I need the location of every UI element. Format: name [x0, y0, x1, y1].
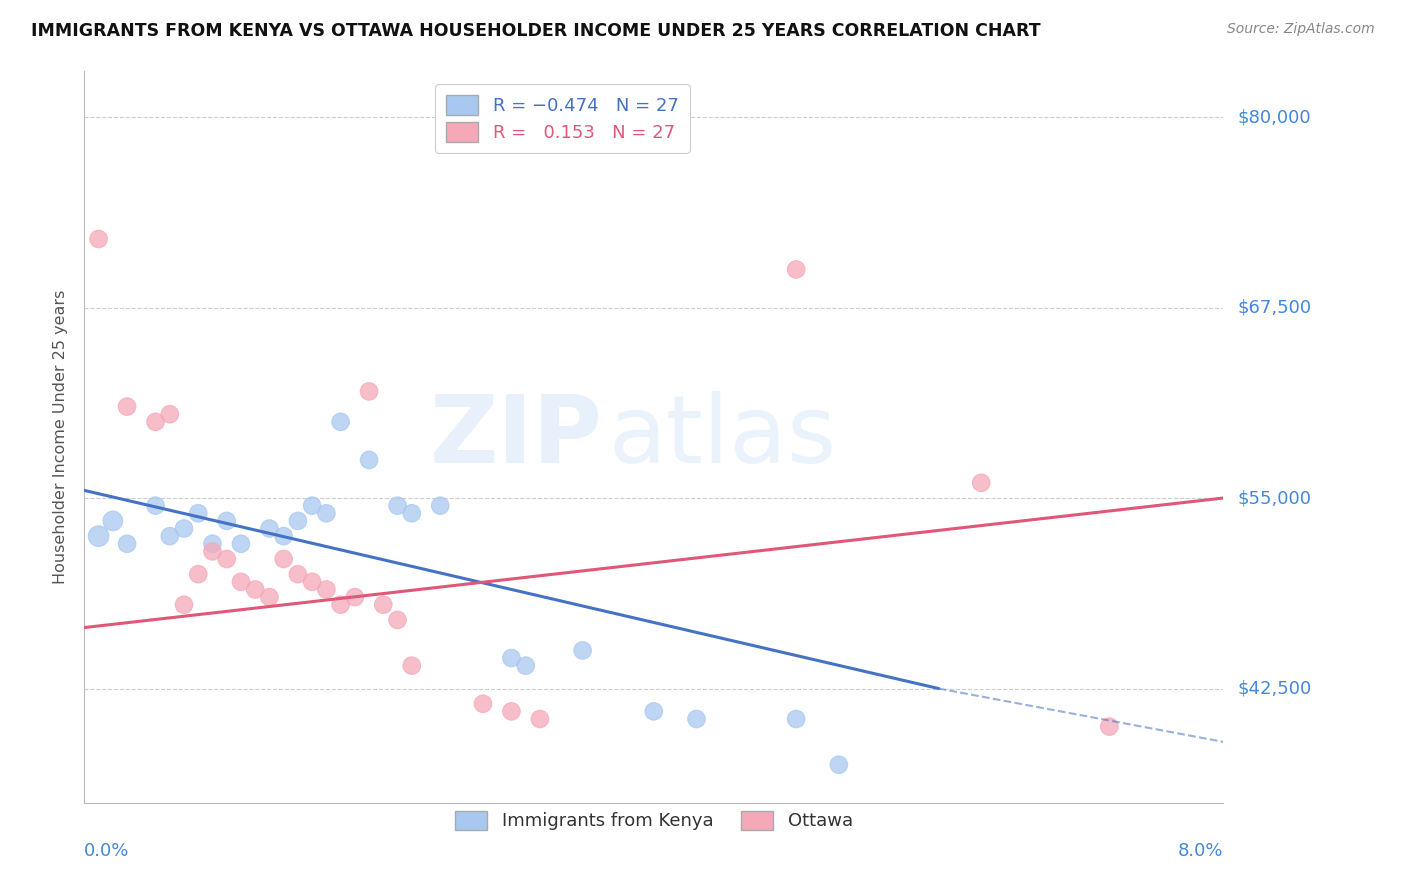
Point: [401, 658, 423, 673]
Point: [387, 613, 409, 627]
Point: [359, 453, 381, 467]
Point: [828, 757, 851, 772]
Legend: Immigrants from Kenya, Ottawa: Immigrants from Kenya, Ottawa: [444, 800, 863, 841]
Point: [315, 506, 337, 520]
Point: [329, 415, 352, 429]
Point: [287, 514, 309, 528]
Point: [315, 582, 337, 597]
Point: [229, 574, 252, 589]
Text: 0.0%: 0.0%: [84, 842, 129, 860]
Point: [287, 567, 309, 582]
Point: [387, 499, 409, 513]
Point: [87, 232, 110, 246]
Text: ZIP: ZIP: [430, 391, 603, 483]
Point: [201, 544, 224, 558]
Point: [187, 506, 209, 520]
Point: [245, 582, 267, 597]
Point: [259, 590, 281, 604]
Text: 8.0%: 8.0%: [1178, 842, 1223, 860]
Text: $55,000: $55,000: [1237, 489, 1312, 507]
Point: [515, 658, 537, 673]
Text: $80,000: $80,000: [1237, 108, 1310, 126]
Point: [259, 521, 281, 535]
Point: [215, 552, 238, 566]
Point: [785, 262, 807, 277]
Point: [87, 529, 110, 543]
Point: [373, 598, 395, 612]
Point: [1098, 720, 1121, 734]
Point: [273, 529, 295, 543]
Point: [229, 537, 252, 551]
Point: [159, 407, 181, 421]
Point: [159, 529, 181, 543]
Point: [970, 475, 993, 490]
Point: [201, 537, 224, 551]
Y-axis label: Householder Income Under 25 years: Householder Income Under 25 years: [53, 290, 69, 584]
Point: [145, 499, 167, 513]
Text: $67,500: $67,500: [1237, 299, 1312, 317]
Point: [429, 499, 451, 513]
Point: [187, 567, 209, 582]
Text: IMMIGRANTS FROM KENYA VS OTTAWA HOUSEHOLDER INCOME UNDER 25 YEARS CORRELATION CH: IMMIGRANTS FROM KENYA VS OTTAWA HOUSEHOL…: [31, 22, 1040, 40]
Point: [343, 590, 366, 604]
Point: [401, 506, 423, 520]
Point: [685, 712, 707, 726]
Point: [145, 415, 167, 429]
Point: [173, 598, 195, 612]
Point: [501, 704, 523, 718]
Text: Source: ZipAtlas.com: Source: ZipAtlas.com: [1227, 22, 1375, 37]
Point: [301, 574, 323, 589]
Point: [501, 651, 523, 665]
Point: [571, 643, 593, 657]
Point: [472, 697, 495, 711]
Point: [301, 499, 323, 513]
Point: [643, 704, 665, 718]
Point: [529, 712, 551, 726]
Point: [273, 552, 295, 566]
Point: [215, 514, 238, 528]
Text: $42,500: $42,500: [1237, 680, 1312, 698]
Point: [173, 521, 195, 535]
Point: [115, 400, 138, 414]
Point: [329, 598, 352, 612]
Point: [359, 384, 381, 399]
Point: [101, 514, 124, 528]
Point: [115, 537, 138, 551]
Point: [785, 712, 807, 726]
Text: atlas: atlas: [609, 391, 837, 483]
